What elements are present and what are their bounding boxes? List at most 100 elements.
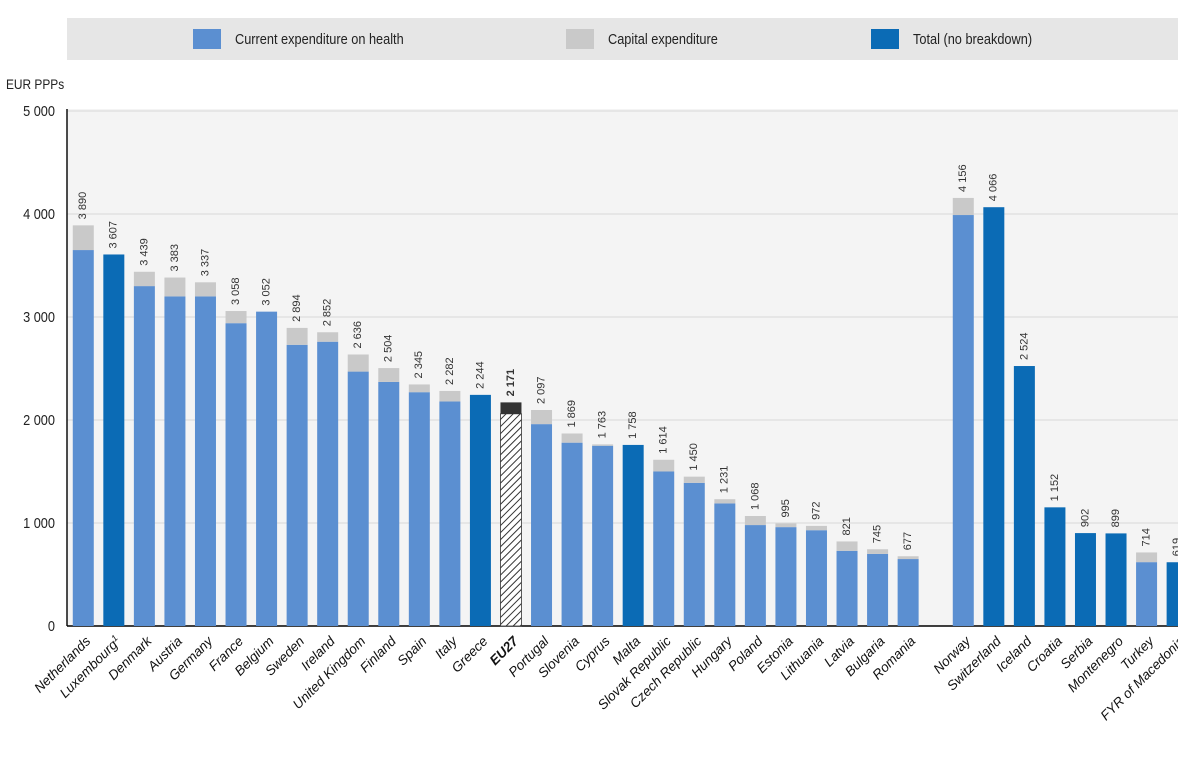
value-label-estonia: 995 bbox=[780, 499, 792, 517]
bar-current-estonia bbox=[775, 527, 797, 626]
value-label-serbia: 902 bbox=[1079, 509, 1091, 527]
value-label-united-kingdom: 2 636 bbox=[352, 321, 364, 349]
value-label-latvia: 821 bbox=[841, 517, 853, 535]
bar-current-germany bbox=[194, 296, 216, 626]
legend: Current expenditure on health Capital ex… bbox=[67, 18, 1178, 60]
bar-current-denmark bbox=[133, 286, 155, 626]
value-label-slovenia: 1 869 bbox=[566, 400, 578, 428]
bar-current-slovak-republic bbox=[653, 471, 675, 626]
value-label-hungary: 1 231 bbox=[719, 466, 731, 494]
y-tick-label: 1 000 bbox=[23, 514, 55, 531]
category-labels: NetherlandsLuxembourg1DenmarkAustriaGerm… bbox=[31, 632, 1178, 723]
bar-current-united-kingdom bbox=[347, 371, 369, 626]
bar-total-montenegro bbox=[1105, 533, 1127, 626]
bar-capital-spain bbox=[408, 384, 430, 393]
legend-label-total: Total (no breakdown) bbox=[913, 30, 1033, 48]
value-label-croatia: 1 152 bbox=[1049, 474, 1061, 502]
bar-current-ireland bbox=[317, 341, 339, 626]
value-label-bulgaria: 745 bbox=[871, 525, 883, 543]
bar-current-hungary bbox=[714, 503, 736, 626]
bar-total-greece bbox=[469, 394, 491, 626]
bar-capital-poland bbox=[744, 515, 766, 526]
bar-current-austria bbox=[164, 296, 186, 626]
bar-capital-lithuania bbox=[805, 525, 827, 531]
value-label-norway: 4 156 bbox=[957, 164, 969, 192]
bar-capital-cyprus bbox=[592, 444, 614, 446]
value-label-iceland: 2 524 bbox=[1018, 332, 1030, 360]
bar-current-portugal bbox=[531, 424, 553, 626]
y-axis-unit-label: EUR PPPs bbox=[6, 76, 65, 92]
value-label-czech-republic: 1 450 bbox=[688, 443, 700, 471]
bar-capital-norway bbox=[952, 197, 974, 216]
bar-capital-czech-republic bbox=[683, 476, 705, 483]
bar-total-switzerland bbox=[983, 207, 1005, 626]
legend-item-current: Current expenditure on health bbox=[193, 28, 433, 50]
legend-swatch-current bbox=[193, 29, 221, 49]
bar-capital-denmark bbox=[133, 271, 155, 287]
bar-capital-portugal bbox=[531, 410, 553, 425]
y-tick-label: 2 000 bbox=[23, 411, 55, 428]
bar-total-croatia bbox=[1044, 507, 1066, 626]
bar-capital-united-kingdom bbox=[347, 354, 369, 372]
bar-capital-bulgaria bbox=[867, 549, 889, 554]
value-label-luxembourg: 3 607 bbox=[108, 221, 120, 249]
footnote-marker: 1 bbox=[109, 633, 120, 644]
y-tick-label: 4 000 bbox=[23, 205, 55, 222]
bar-total-serbia bbox=[1074, 533, 1096, 626]
value-label-portugal: 2 097 bbox=[535, 376, 547, 404]
value-labels: 3 890 3 607 3 439 3 383 3 337 3 058 3 052 2 894… bbox=[77, 164, 1178, 556]
bar-total-fyr-of-macedonia bbox=[1166, 562, 1178, 626]
bar-current-netherlands bbox=[72, 250, 94, 627]
bar-current-finland bbox=[378, 381, 400, 626]
bar-capital-ireland bbox=[317, 332, 339, 342]
value-label-belgium: 3 052 bbox=[260, 278, 272, 306]
bar-capital-sweden bbox=[286, 327, 308, 345]
bar-current-cyprus bbox=[592, 445, 614, 626]
bar-total-malta bbox=[622, 444, 644, 626]
bar-capital-finland bbox=[378, 368, 400, 382]
value-label-sweden: 2 894 bbox=[291, 294, 303, 322]
bar-capital-slovenia bbox=[561, 433, 583, 443]
value-label-switzerland: 4 066 bbox=[988, 174, 1000, 202]
value-label-lithuania: 972 bbox=[810, 502, 822, 520]
bars bbox=[72, 197, 1178, 627]
bar-current-france bbox=[225, 323, 247, 626]
bar-capital-italy bbox=[439, 390, 461, 402]
legend-swatch-capital bbox=[566, 29, 594, 49]
value-label-denmark: 3 439 bbox=[138, 238, 150, 266]
bar-current-turkey bbox=[1136, 562, 1158, 626]
value-label-montenegro: 899 bbox=[1110, 509, 1122, 527]
value-label-malta: 1 758 bbox=[627, 411, 639, 439]
bar-capital-hungary bbox=[714, 499, 736, 504]
y-tick-label: 5 000 bbox=[23, 102, 55, 119]
legend-label-capital: Capital expenditure bbox=[608, 30, 718, 48]
value-label-greece: 2 244 bbox=[474, 361, 486, 389]
value-label-ireland: 2 852 bbox=[322, 299, 334, 327]
value-label-slovak-republic: 1 614 bbox=[658, 426, 670, 454]
bar-capital-germany bbox=[194, 282, 216, 297]
legend-item-capital: Capital expenditure bbox=[566, 28, 737, 50]
bar-current-slovenia bbox=[561, 442, 583, 626]
legend-swatch-total bbox=[871, 29, 899, 49]
bar-capital-slovak-republic bbox=[653, 459, 675, 472]
bar-current-norway bbox=[952, 215, 974, 626]
bar-current-czech-republic bbox=[683, 482, 705, 626]
value-label-austria: 3 383 bbox=[169, 244, 181, 272]
legend-item-total: Total (no breakdown) bbox=[871, 28, 1053, 50]
bar-total-luxembourg bbox=[103, 254, 125, 626]
bar-capital-turkey bbox=[1136, 552, 1158, 563]
bar-capital-netherlands bbox=[72, 225, 94, 251]
bar-current-latvia bbox=[836, 550, 858, 626]
legend-label-current: Current expenditure on health bbox=[235, 30, 404, 48]
value-label-germany: 3 337 bbox=[199, 249, 211, 277]
x-tick-label-cyprus: Cyprus bbox=[572, 633, 613, 674]
y-tick-label: 3 000 bbox=[23, 308, 55, 325]
x-tick-label-croatia: Croatia bbox=[1024, 633, 1066, 675]
value-label-romania: 677 bbox=[902, 532, 914, 550]
bar-current-spain bbox=[408, 392, 430, 626]
value-label-turkey: 714 bbox=[1140, 528, 1152, 546]
value-label-italy: 2 282 bbox=[444, 357, 456, 385]
bar-total-iceland bbox=[1013, 366, 1035, 626]
bar-capital-latvia bbox=[836, 541, 858, 551]
